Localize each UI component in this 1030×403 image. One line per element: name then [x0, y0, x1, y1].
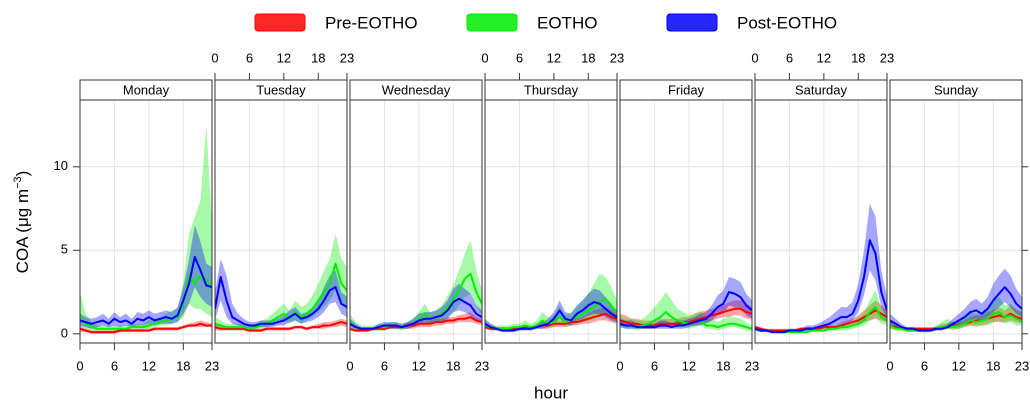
y-axis-label: COA (μg m−3): [12, 171, 33, 274]
series-line: [485, 301, 617, 332]
confidence-band: [485, 273, 617, 331]
panel-title: Thursday: [524, 82, 579, 97]
y-tick-label: 0: [61, 325, 68, 340]
x-tick-label: 18: [581, 50, 595, 65]
y-tick-label: 10: [54, 158, 68, 173]
series-line: [890, 286, 1022, 332]
x-tick-label: 12: [817, 50, 831, 65]
x-tick-label: 12: [547, 50, 561, 65]
panel-frame: [214, 99, 348, 344]
series-line: [890, 311, 1022, 332]
series-line: [215, 321, 347, 332]
series-line: [755, 239, 887, 334]
x-tick-label: 12: [142, 358, 156, 373]
x-tick-label: 18: [446, 358, 460, 373]
x-tick-label: 6: [246, 50, 253, 65]
panel-title: Friday: [668, 82, 705, 97]
y-axis-label-sup: −3: [12, 176, 24, 189]
legend-swatch: [466, 13, 518, 32]
x-tick-label: 6: [381, 358, 388, 373]
x-tick-label: 18: [716, 358, 730, 373]
legend-label: EOTHO: [537, 13, 597, 32]
panel-title: Tuesday: [256, 82, 306, 97]
y-tick-label: 5: [61, 242, 68, 257]
confidence-band: [350, 283, 482, 331]
x-tick-label: 0: [616, 358, 623, 373]
y-axis-label-end: ): [13, 171, 32, 177]
series-line: [215, 262, 347, 330]
x-tick-label: 6: [651, 358, 658, 373]
confidence-band: [80, 225, 212, 329]
x-tick-label: 6: [111, 358, 118, 373]
panel-plot: [485, 273, 617, 333]
x-tick-label: 23: [880, 50, 894, 65]
panel-plot: [755, 203, 887, 334]
confidence-band: [80, 125, 212, 331]
confidence-band: [755, 203, 887, 333]
x-tick-label: 23: [610, 50, 624, 65]
panel-plot: [620, 277, 752, 331]
x-tick-label: 0: [76, 358, 83, 373]
x-tick-label: 0: [886, 358, 893, 373]
panel-frame: [619, 99, 753, 344]
x-tick-label: 23: [205, 358, 219, 373]
panel-frame: [79, 99, 213, 344]
series-line: [755, 309, 887, 332]
confidence-band: [890, 297, 1022, 333]
panel-plot: [890, 268, 1022, 333]
legend-label: Post-EOTHO: [737, 13, 837, 32]
panel-title: Monday: [123, 82, 170, 97]
x-tick-label: 12: [412, 358, 426, 373]
x-tick-label: 18: [176, 358, 190, 373]
panel-plot: [215, 233, 347, 333]
series-line: [620, 291, 752, 329]
panel-frame: [754, 99, 888, 344]
legend-label: Pre-EOTHO: [325, 13, 418, 32]
panel-plot: [350, 240, 482, 333]
panel-frame: [484, 99, 618, 344]
x-tick-label: 6: [921, 358, 928, 373]
series-line: [620, 311, 752, 330]
panel-title: Wednesday: [382, 82, 451, 97]
x-tick-label: 23: [475, 358, 489, 373]
legend-swatch: [666, 13, 718, 32]
series-line: [215, 276, 347, 327]
x-tick-label: 12: [277, 50, 291, 65]
panel-frame: [349, 99, 483, 344]
x-tick-label: 12: [952, 358, 966, 373]
x-tick-label: 12: [682, 358, 696, 373]
x-tick-label: 18: [986, 358, 1000, 373]
panel-title: Sunday: [934, 82, 979, 97]
x-tick-label: 0: [211, 50, 218, 65]
x-tick-label: 18: [311, 50, 325, 65]
series-line: [350, 297, 482, 330]
series-line: [80, 322, 212, 334]
x-tick-label: 6: [516, 50, 523, 65]
x-tick-label: 0: [751, 50, 758, 65]
x-tick-label: 0: [346, 358, 353, 373]
x-tick-label: 18: [851, 50, 865, 65]
x-tick-label: 23: [745, 358, 759, 373]
panel-plot: [80, 125, 212, 334]
confidence-band: [485, 288, 617, 333]
x-axis-label: hour: [534, 383, 568, 402]
x-tick-label: 6: [786, 50, 793, 65]
confidence-band: [890, 268, 1022, 333]
panel-frame: [889, 99, 1023, 344]
x-tick-label: 23: [340, 50, 354, 65]
x-tick-label: 0: [481, 50, 488, 65]
series-line: [485, 297, 617, 330]
x-tick-label: 23: [1015, 358, 1029, 373]
panel-title: Saturday: [795, 82, 848, 97]
legend-swatch: [254, 13, 306, 32]
series-line: [80, 256, 212, 325]
y-axis-label-text: COA (μg m: [13, 189, 32, 273]
